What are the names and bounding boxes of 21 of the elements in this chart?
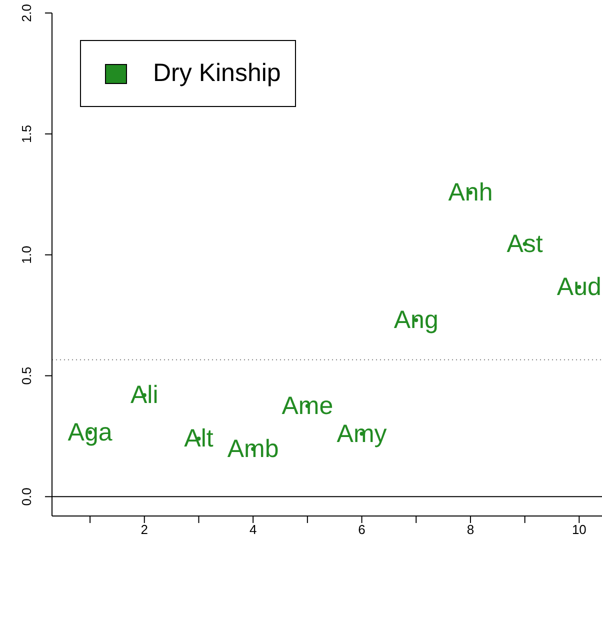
x-tick-label: 6 (358, 522, 366, 538)
y-tick-label: 0.0 (19, 488, 34, 506)
data-label: Ali (130, 381, 158, 410)
y-tick-label: 2.0 (19, 4, 34, 22)
data-label: Ang (394, 306, 438, 334)
y-tick-label: 1.0 (19, 246, 34, 264)
data-label: Amy (336, 420, 388, 448)
x-tick-label: 8 (466, 522, 474, 538)
y-tick-label: 0.5 (19, 366, 34, 385)
data-label: Ame (282, 392, 334, 420)
data-label: Amb (227, 435, 279, 464)
data-label: Ast (506, 230, 543, 258)
x-tick-label: 4 (249, 522, 257, 538)
data-label: Aud (556, 272, 602, 301)
y-tick-label: 1.5 (19, 124, 34, 143)
x-tick-label: 10 (572, 522, 586, 538)
data-label: Anh (448, 178, 493, 207)
legend-label: Dry Kinship (153, 59, 281, 88)
data-label: Alt (184, 424, 214, 453)
x-tick-label: 2 (140, 522, 148, 538)
data-label: Aga (68, 418, 112, 446)
